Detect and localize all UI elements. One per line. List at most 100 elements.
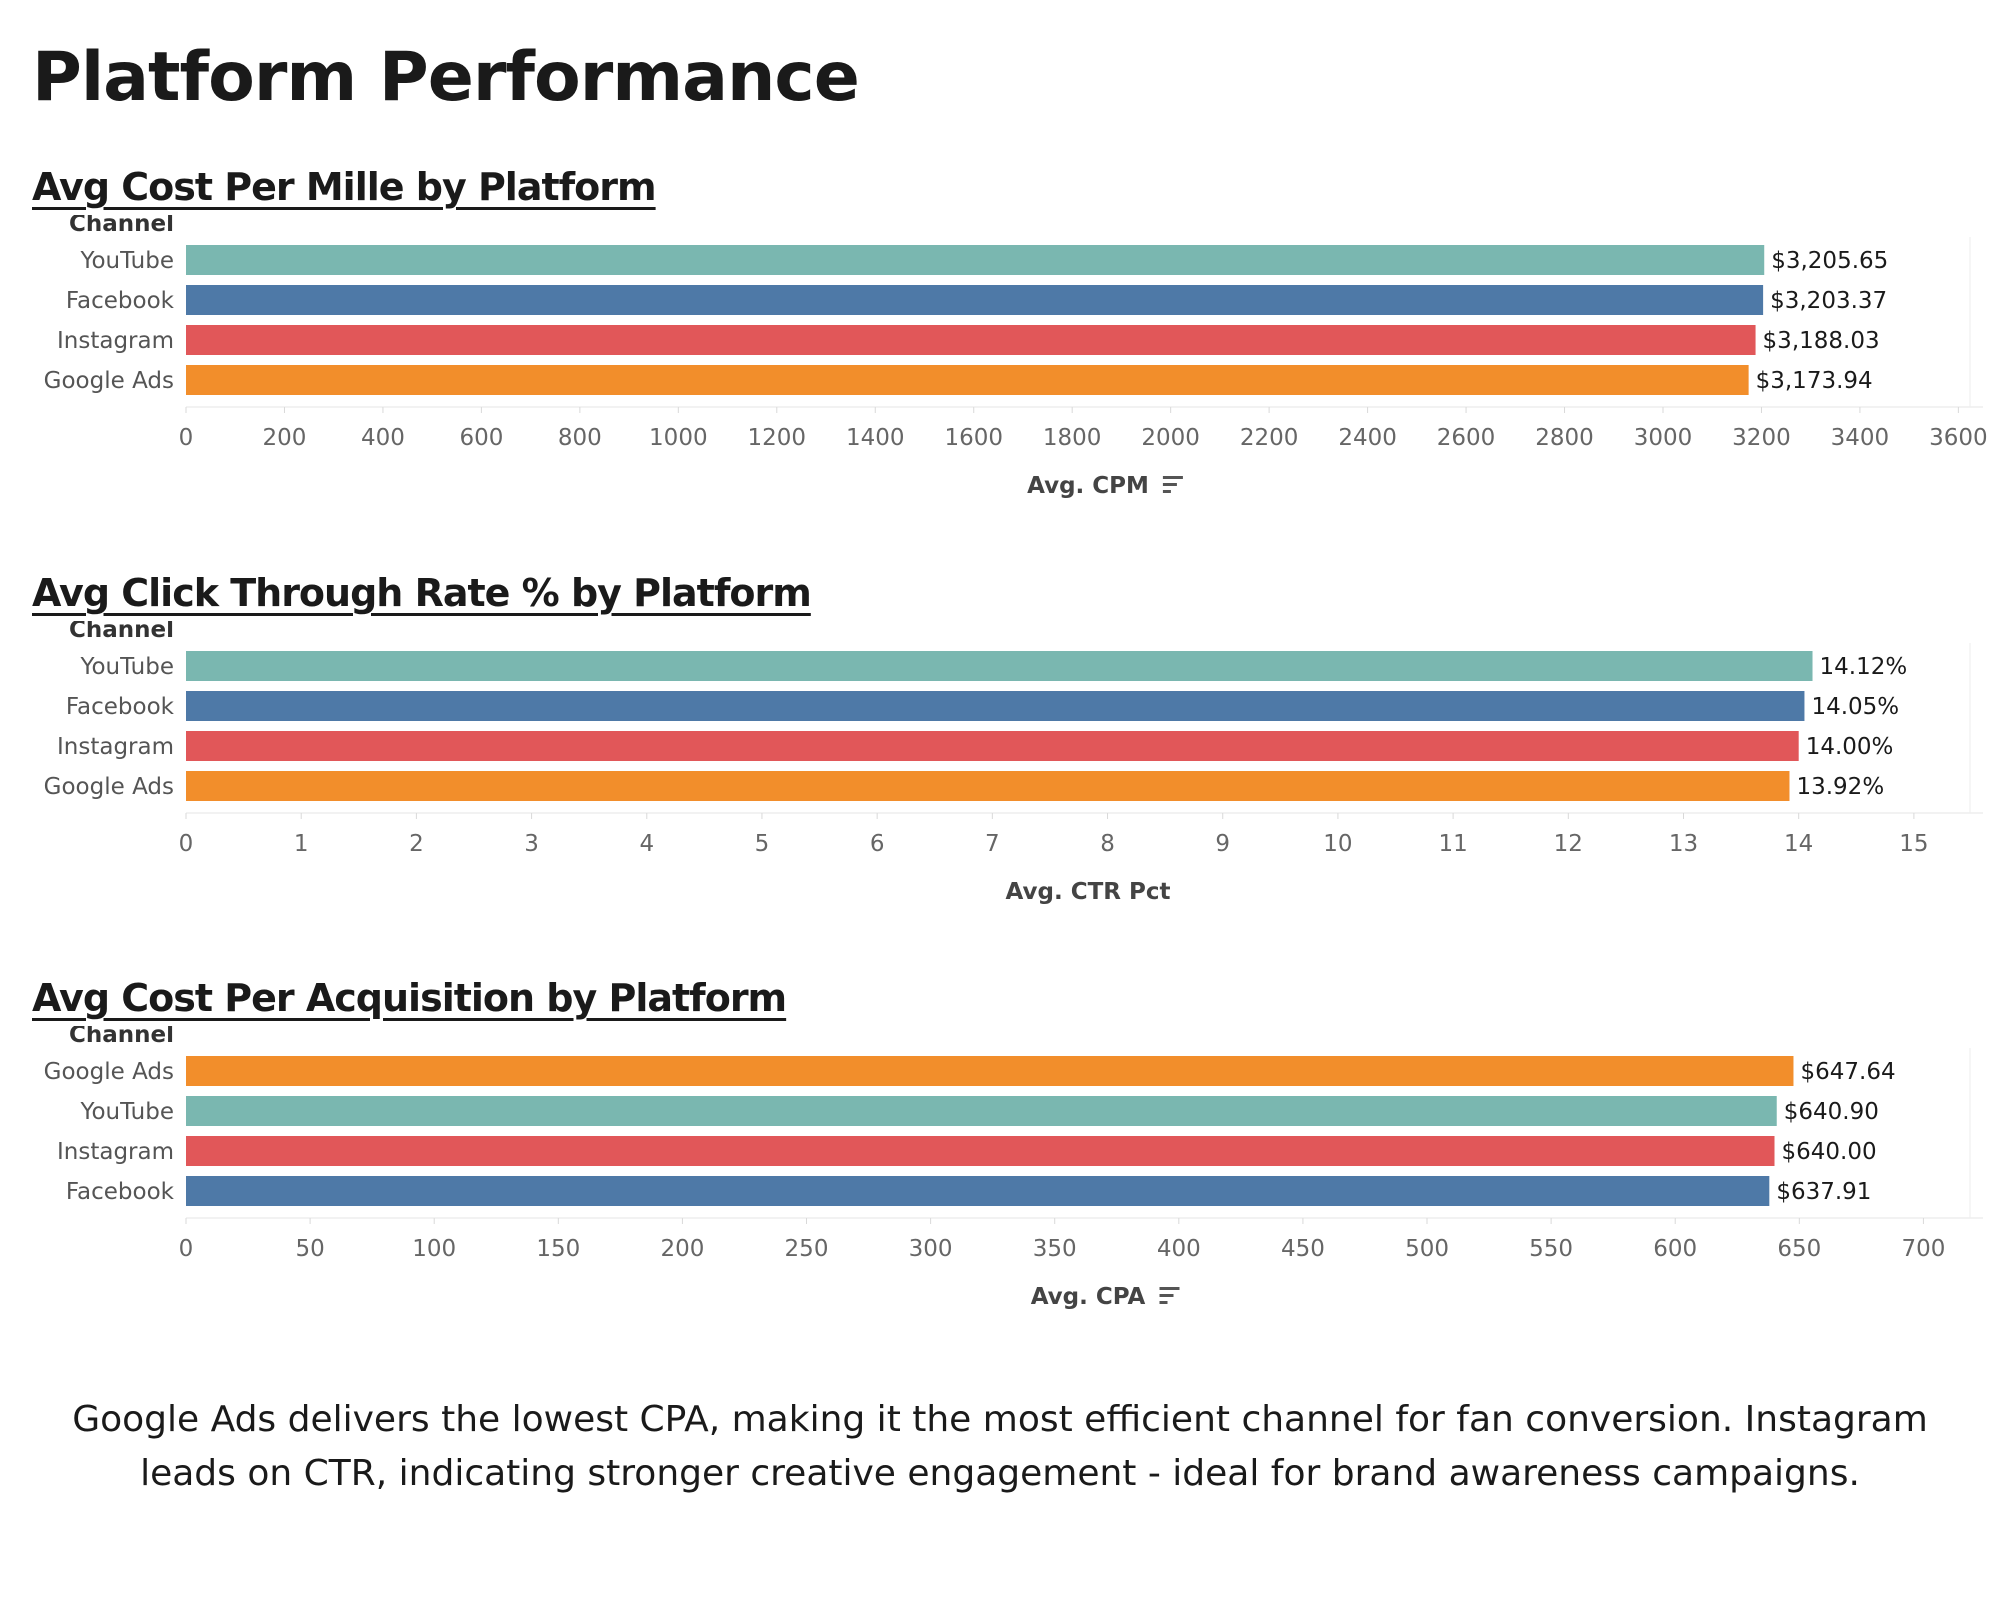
data-label-google-ads: $3,173.94 (1756, 368, 1873, 394)
x-tick-label: 400 (1157, 1236, 1201, 1262)
bar-google-ads[interactable] (186, 1056, 1794, 1086)
data-label-facebook: 14.05% (1811, 694, 1899, 720)
x-tick-label: 0 (179, 425, 194, 451)
data-label-youtube: 14.12% (1820, 654, 1908, 680)
x-tick-label: 7 (985, 831, 1000, 857)
x-tick-label: 6 (870, 831, 885, 857)
x-tick-label: 3600 (1929, 425, 1988, 451)
bar-facebook[interactable] (186, 1176, 1770, 1206)
x-tick-label: 200 (660, 1236, 704, 1262)
category-label-instagram: Instagram (57, 1139, 174, 1165)
x-axis-title: Avg. CPM (1027, 473, 1149, 499)
x-tick-label: 350 (1033, 1236, 1077, 1262)
x-tick-label: 700 (1901, 1236, 1945, 1262)
x-tick-label: 15 (1899, 831, 1928, 857)
bar-facebook[interactable] (186, 691, 1805, 721)
cpm-bar-chart: Channel YouTube $3,205.65 Facebook $3,203.37… (44, 215, 1988, 499)
category-label-google-ads: Google Ads (44, 774, 174, 800)
x-tick-label: 2600 (1437, 425, 1496, 451)
x-tick-label: 0 (179, 1236, 194, 1262)
x-tick-label: 14 (1784, 831, 1813, 857)
bar-youtube[interactable] (186, 1096, 1777, 1126)
cpm-chart-title: Avg Cost Per Mille by Platform (32, 165, 657, 209)
x-tick-label: 9 (1215, 831, 1230, 857)
data-label-google-ads: 13.92% (1796, 774, 1884, 800)
x-tick-label: 2000 (1141, 425, 1200, 451)
data-label-instagram: $3,188.03 (1763, 328, 1880, 354)
x-tick-label: 5 (755, 831, 770, 857)
data-label-youtube: $3,205.65 (1771, 248, 1888, 274)
ctr-bar-chart: Channel YouTube 14.12% Facebook 14.05% Instag… (44, 621, 1983, 905)
page-title: Platform Performance (32, 38, 860, 117)
x-tick-label: 100 (412, 1236, 456, 1262)
category-label-google-ads: Google Ads (44, 1059, 174, 1085)
category-label-facebook: Facebook (66, 1179, 175, 1205)
x-tick-label: 2800 (1535, 425, 1594, 451)
category-label-youtube: YouTube (79, 248, 174, 274)
category-label-youtube: YouTube (79, 1099, 174, 1125)
x-tick-label: 550 (1529, 1236, 1573, 1262)
x-tick-label: 4 (639, 831, 654, 857)
x-tick-label: 450 (1281, 1236, 1325, 1262)
x-tick-label: 1000 (649, 425, 708, 451)
category-header: Channel (69, 1026, 174, 1048)
x-tick-label: 1200 (748, 425, 807, 451)
data-label-instagram: 14.00% (1806, 734, 1894, 760)
x-tick-label: 12 (1554, 831, 1583, 857)
x-tick-label: 250 (785, 1236, 829, 1262)
bar-youtube[interactable] (186, 245, 1765, 275)
bar-instagram[interactable] (186, 325, 1756, 355)
sort-descending-icon[interactable] (1159, 1287, 1180, 1304)
bar-google-ads[interactable] (186, 771, 1790, 801)
ctr-chart-title: Avg Click Through Rate % by Platform (32, 571, 812, 615)
x-tick-label: 300 (909, 1236, 953, 1262)
category-label-google-ads: Google Ads (44, 368, 174, 394)
category-label-instagram: Instagram (57, 734, 174, 760)
x-tick-label: 400 (361, 425, 405, 451)
bar-youtube[interactable] (186, 651, 1813, 681)
bar-facebook[interactable] (186, 285, 1764, 315)
bar-instagram[interactable] (186, 731, 1799, 761)
data-label-google-ads: $647.64 (1800, 1059, 1895, 1085)
bar-instagram[interactable] (186, 1136, 1775, 1166)
x-tick-label: 2400 (1338, 425, 1397, 451)
cpm-chart-section: Avg Cost Per Mille by Platform Channel Yo… (0, 165, 2000, 545)
category-header: Channel (69, 215, 174, 237)
x-tick-label: 3400 (1831, 425, 1890, 451)
category-label-facebook: Facebook (66, 694, 175, 720)
data-label-youtube: $640.90 (1784, 1099, 1879, 1125)
x-tick-label: 2200 (1240, 425, 1299, 451)
data-label-instagram: $640.00 (1782, 1139, 1877, 1165)
x-tick-label: 200 (263, 425, 307, 451)
x-tick-label: 10 (1323, 831, 1352, 857)
x-tick-label: 13 (1669, 831, 1698, 857)
x-tick-label: 1800 (1043, 425, 1102, 451)
x-tick-label: 3 (524, 831, 539, 857)
x-tick-label: 3200 (1732, 425, 1791, 451)
cpa-bar-chart: Channel Google Ads $647.64 YouTube $640.90 In… (44, 1026, 1983, 1310)
x-tick-label: 800 (558, 425, 602, 451)
cpa-chart-title: Avg Cost Per Acquisition by Platform (32, 976, 787, 1020)
ctr-chart-section: Avg Click Through Rate % by Platform Cha… (0, 571, 2000, 951)
x-tick-label: 2 (409, 831, 424, 857)
x-tick-label: 650 (1777, 1236, 1821, 1262)
data-label-facebook: $3,203.37 (1770, 288, 1887, 314)
x-tick-label: 8 (1100, 831, 1115, 857)
x-tick-label: 500 (1405, 1236, 1449, 1262)
category-header: Channel (69, 621, 174, 643)
x-axis-title: Avg. CTR Pct (1006, 879, 1171, 905)
x-tick-label: 3000 (1634, 425, 1693, 451)
sort-descending-icon[interactable] (1162, 476, 1183, 493)
data-label-facebook: $637.91 (1776, 1179, 1871, 1205)
x-tick-label: 1600 (944, 425, 1003, 451)
x-tick-label: 600 (459, 425, 503, 451)
x-tick-label: 11 (1438, 831, 1467, 857)
x-tick-label: 600 (1653, 1236, 1697, 1262)
insight-footer: Google Ads delivers the lowest CPA, maki… (72, 1399, 1928, 1494)
category-label-facebook: Facebook (66, 288, 175, 314)
x-tick-label: 0 (179, 831, 194, 857)
bar-google-ads[interactable] (186, 365, 1749, 395)
x-tick-label: 150 (536, 1236, 580, 1262)
category-label-youtube: YouTube (79, 654, 174, 680)
category-label-instagram: Instagram (57, 328, 174, 354)
